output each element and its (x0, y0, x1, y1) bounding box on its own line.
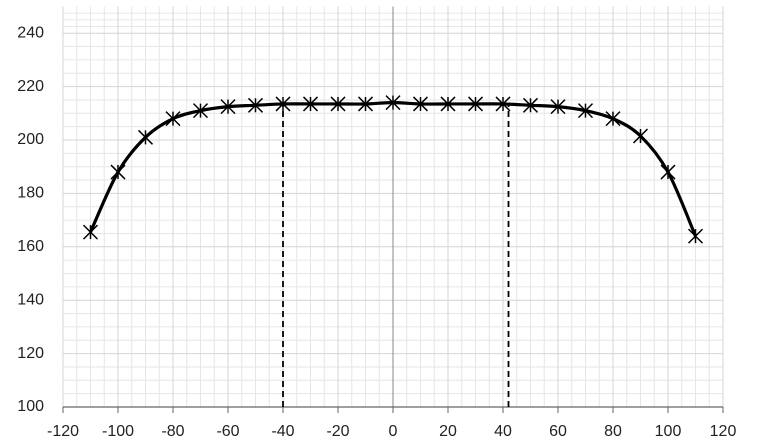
x-tick-label: -40 (271, 423, 294, 440)
data-marker (330, 96, 346, 112)
data-marker (220, 99, 236, 115)
x-tick-label: 0 (389, 423, 398, 440)
data-marker (522, 97, 539, 113)
x-tick-label: -80 (161, 423, 184, 440)
x-tick-label: 20 (439, 423, 457, 440)
data-marker (82, 224, 99, 240)
data-marker (302, 96, 319, 112)
data-marker (385, 95, 401, 111)
data-marker (165, 111, 181, 127)
y-tick-label: 120 (17, 345, 44, 362)
x-tick-label: 80 (604, 423, 622, 440)
y-tick-label: 180 (17, 185, 44, 202)
x-tick-label: -60 (216, 423, 239, 440)
x-tick-label: -100 (102, 423, 134, 440)
data-marker (467, 96, 484, 112)
x-tick-label: 100 (655, 423, 682, 440)
data-marker (495, 96, 511, 112)
x-tick-label: 60 (549, 423, 567, 440)
y-tick-label: 100 (17, 398, 44, 415)
data-marker (577, 103, 594, 119)
x-tick-label: 40 (494, 423, 512, 440)
data-marker (687, 228, 704, 244)
y-tick-label: 240 (17, 24, 44, 41)
data-marker (412, 96, 429, 112)
data-marker (192, 103, 209, 119)
data-marker (550, 99, 566, 115)
data-marker (440, 96, 456, 112)
x-tick-label: -20 (326, 423, 349, 440)
data-marker (110, 164, 126, 180)
y-tick-label: 160 (17, 238, 44, 255)
data-marker (275, 96, 291, 112)
y-tick-label: 200 (17, 131, 44, 148)
data-marker (247, 97, 264, 113)
data-marker (137, 129, 154, 145)
data-marker (357, 96, 374, 112)
y-tick-label: 140 (17, 291, 44, 308)
y-tick-label: 220 (17, 78, 44, 95)
data-marker (632, 128, 649, 144)
data-marker (605, 111, 621, 127)
x-tick-label: -120 (47, 423, 79, 440)
x-tick-label: 120 (710, 423, 737, 440)
data-marker (660, 164, 676, 180)
